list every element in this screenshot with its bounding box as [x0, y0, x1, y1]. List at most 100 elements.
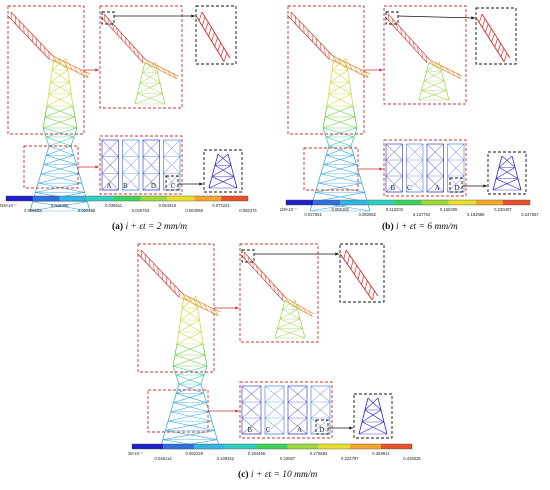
- panel-c-legend-swatch: [380, 444, 412, 449]
- panel-a-legend: 0.225×10⁻⁷ 0.009153 0.018305 0.027458 0.0366…: [0, 195, 257, 213]
- panel-a-legend-tick: 0.054916: [159, 203, 177, 208]
- panel-a: ABDC0.225×10⁻⁷0.0091530.0183050.0274580.…: [0, 0, 270, 240]
- panel-a-bay-letter: A: [107, 182, 112, 190]
- panel-c-legend-swatch: [349, 444, 381, 449]
- panel-a-legend-swatch: [221, 196, 248, 201]
- panel-a-base-frame: [23, 145, 79, 189]
- panel-a-legend-swatch: [86, 196, 114, 201]
- panel-a-bay-frame: [99, 135, 183, 195]
- panel-c-legend-tick: 0.138342: [217, 456, 235, 461]
- panel-a-bay-letter: B: [123, 182, 128, 190]
- panel-b-legend-swatch: [394, 200, 422, 205]
- panel-c-node-box: [315, 419, 329, 435]
- panel-b-base-frame: [303, 147, 359, 191]
- panel-c-legend-swatch: [194, 444, 226, 449]
- panel-c-tip-zoom: [339, 249, 379, 301]
- panel-c-legend-tick: 0.092229: [185, 451, 203, 456]
- panel-a-legend-swatch: [6, 196, 33, 201]
- panel-a-legend-swatch: [59, 196, 87, 201]
- panel-c-legend-swatch: [318, 444, 350, 449]
- panel-c-legend: 0.408×10⁻⁷ 0.046114 0.092229 0.138342 0.1844…: [128, 443, 421, 461]
- panel-a-node-zoom: [208, 153, 238, 189]
- panel-c-tip-box: [241, 249, 255, 263]
- panel-b-arrow-bay: [358, 167, 383, 171]
- panel-a-legend-swatch: [194, 196, 222, 201]
- panel-b-bay-letter: B: [391, 184, 396, 192]
- panel-b-node-zoom: [492, 155, 522, 191]
- panel-a-legend-tick: 0.027458: [78, 208, 96, 213]
- panel-c-legend-tick: 0.408×10⁻⁷: [128, 451, 143, 456]
- panel-a-tower: [7, 11, 91, 212]
- panel-c-node-zoom: [358, 397, 388, 435]
- panel-a-arrow-crossarm: [84, 68, 99, 72]
- panel-c: BCAD0.408×10⁻⁷0.0461140.0922290.1383420.…: [128, 238, 428, 490]
- panel-b: B C A D 0.129×10⁻⁷0.0275510.0551020.0826520.…: [280, 0, 550, 240]
- panel-b-bay-frame: [383, 139, 467, 197]
- panel-b-legend-swatch: [367, 200, 395, 205]
- panel-c-caption: (c) i + εt = 10 mm/m: [238, 470, 317, 480]
- panel-b-bay-letter: D: [455, 184, 460, 192]
- panel-a-caption: (a) i + εt = 2 mm/m: [112, 222, 187, 232]
- panel-b-legend-tick: 0.137754: [413, 212, 431, 217]
- panel-b-crossarm-detail-frame: [383, 5, 467, 105]
- panel-b-legend-tick: 0.247957: [521, 212, 539, 217]
- panel-b-arrow-tip: [397, 15, 476, 20]
- panel-c-legend-swatch: [163, 444, 195, 449]
- panel-c-crossarm-detail-frame: [239, 243, 319, 343]
- panel-b-legend-swatch: [340, 200, 368, 205]
- panel-a-tip-box: [101, 11, 115, 25]
- panel-a-legend-tick: 0.064068: [185, 208, 203, 213]
- panel-c-bay-letter: D: [319, 426, 324, 434]
- panel-c-bay-letter: C: [266, 426, 271, 434]
- panel-b-tip-zoom: [475, 13, 511, 63]
- panel-b-bay-letter: A: [435, 184, 440, 192]
- panel-a-legend-swatch: [140, 196, 168, 201]
- panel-c-bay-letter: B: [247, 426, 252, 434]
- panel-c-legend-tick: 0.276683: [310, 451, 328, 456]
- panel-a-legend-tick: 0.073221: [212, 203, 230, 208]
- panel-a-crossarm-detail-frame: [99, 5, 183, 109]
- panel-c-legend-tick: 0.368911: [372, 451, 390, 456]
- panel-a-legend-tick: 0.082374: [239, 208, 257, 213]
- panel-b-arrow-node: [462, 184, 487, 188]
- panel-a-legend-swatch: [167, 196, 195, 201]
- panel-b-legend-swatch: [421, 200, 449, 205]
- panel-b-node-box: [449, 177, 463, 193]
- panel-c-arrow-node: [328, 426, 353, 430]
- panel-b-legend-swatch: [502, 200, 530, 205]
- panel-b-legend-tick: 0.055102: [331, 207, 349, 212]
- panel-c-legend-tick: 0.184456: [248, 451, 266, 456]
- panel-b-legend: 0.129×10⁻⁷ 0.027551 0.055102 0.082652 0.1102…: [280, 199, 539, 217]
- panel-a-label: (a): [112, 222, 124, 232]
- panel-c-expression: i + εt = 10 mm/m: [250, 470, 318, 480]
- panel-c-legend-swatch: [287, 444, 319, 449]
- panel-b-crossarm-detail: [384, 13, 463, 101]
- panel-a-arrow-bay: [78, 165, 99, 169]
- panel-b-legend-tick: 0.165305: [440, 207, 458, 212]
- panel-c-figure: BCAD0.408×10⁻⁷0.0461140.0922290.1383420.…: [128, 243, 421, 461]
- panel-c-legend-swatch: [132, 444, 164, 449]
- panel-b-legend-tick: 0.192856: [467, 212, 485, 217]
- panel-c-label: (c): [238, 470, 249, 480]
- panel-b-legend-tick: 0.220407: [494, 207, 512, 212]
- panel-a-arrow-tip: [114, 14, 195, 18]
- panel-b-legend-tick: 0.129×10⁻⁷: [280, 207, 297, 212]
- panel-b-tip-zoom-frame: [475, 7, 517, 65]
- panel-a-bay-letter: C: [171, 182, 176, 190]
- panel-c-legend-tick: 0.415025: [403, 456, 421, 461]
- panel-c-arrow-crossarm: [214, 306, 239, 310]
- panel-b-tip-box: [385, 11, 399, 25]
- panel-a-tip-zoom: [195, 11, 231, 62]
- panel-b-bay-letter: C: [407, 184, 412, 192]
- panel-c-crossarm-detail: [240, 251, 315, 339]
- panel-a-legend-tick: 0.036611: [105, 203, 123, 208]
- panel-b-legend-swatch: [475, 200, 503, 205]
- panel-c-bay-letter: A: [297, 426, 302, 434]
- panel-a-arrow-node: [178, 182, 203, 186]
- panel-a-legend-tick: 0.009153: [24, 208, 42, 213]
- panel-a-legend-tick: 0.045763: [132, 208, 150, 213]
- panel-b-legend-swatch: [448, 200, 476, 205]
